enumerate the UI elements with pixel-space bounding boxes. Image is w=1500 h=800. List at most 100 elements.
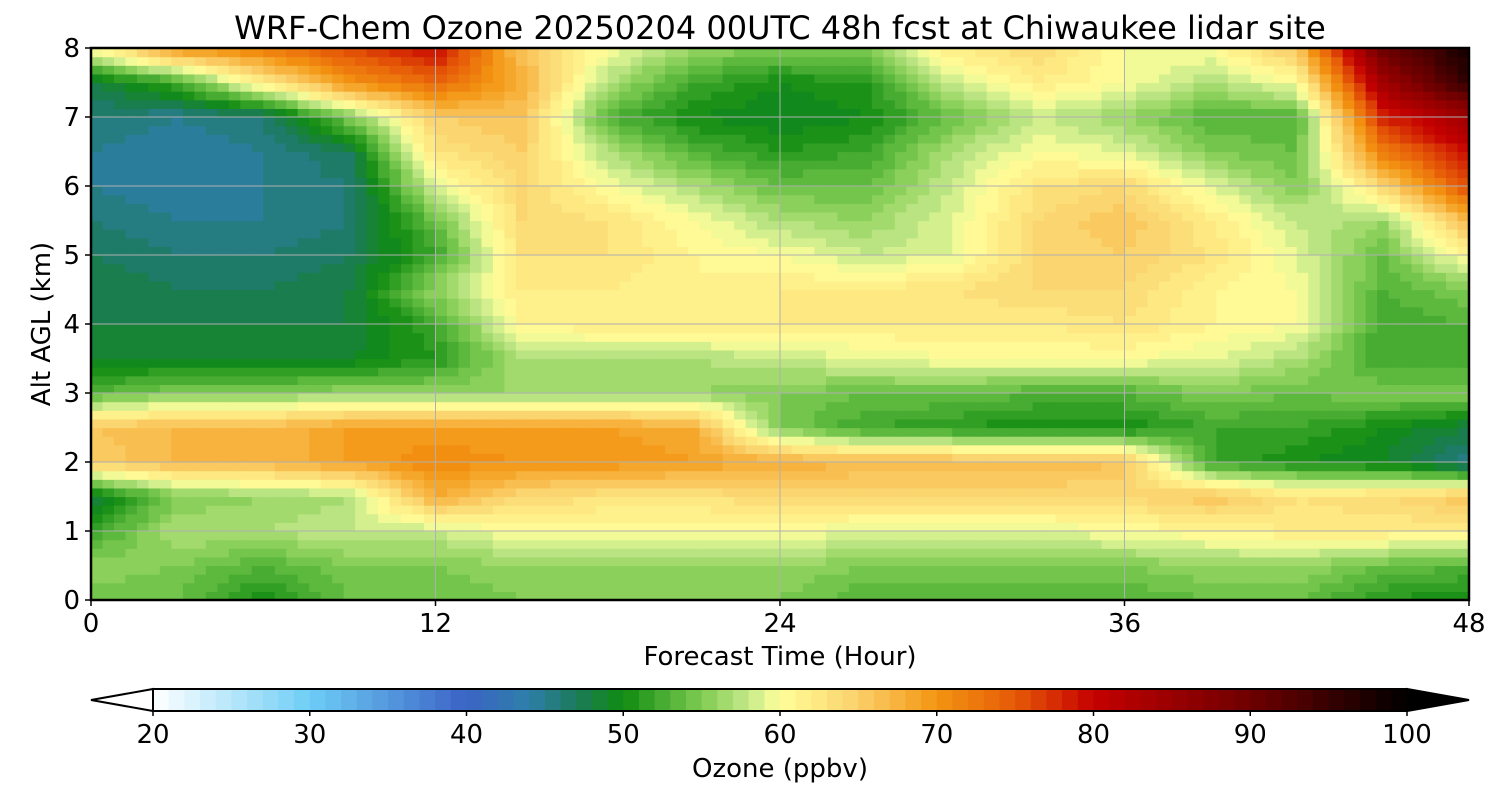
- contour-cell: [309, 341, 322, 351]
- contour-cell: [871, 384, 884, 394]
- contour-cell: [688, 556, 701, 567]
- contour-cell: [263, 177, 276, 187]
- contour-cell: [458, 444, 471, 454]
- contour-cell: [791, 99, 804, 109]
- contour-cell: [642, 298, 655, 308]
- contour-cell: [412, 108, 425, 118]
- contour-cell: [527, 565, 540, 575]
- contour-cell: [653, 255, 666, 265]
- contour-cell: [780, 427, 793, 437]
- contour-cell: [848, 393, 861, 403]
- contour-cell: [883, 73, 896, 84]
- contour-cell: [481, 427, 494, 437]
- contour-cell: [412, 125, 425, 135]
- contour-cell: [355, 142, 368, 153]
- contour-cell: [883, 160, 896, 170]
- contour-cell: [240, 531, 253, 541]
- contour-cell: [469, 263, 483, 273]
- contour-cell: [596, 82, 609, 92]
- contour-cell: [722, 341, 735, 351]
- contour-cell: [584, 255, 597, 265]
- contour-cell: [837, 444, 850, 454]
- contour-cell: [492, 151, 505, 161]
- contour-cell: [653, 142, 666, 153]
- contour-cell: [148, 341, 161, 351]
- contour-cell: [963, 341, 976, 351]
- contour-cell: [906, 582, 919, 592]
- contour-cell: [676, 496, 689, 506]
- contour-cell: [194, 194, 207, 204]
- contour-cell: [906, 548, 919, 558]
- contour-cell: [159, 203, 172, 213]
- contour-cell: [825, 151, 839, 161]
- contour-cell: [791, 306, 804, 316]
- contour-cell: [446, 229, 460, 239]
- contour-cell: [401, 427, 414, 437]
- contour-cell: [745, 539, 758, 549]
- contour-cell: [182, 393, 195, 403]
- contour-cell: [355, 375, 368, 385]
- contour-cell: [355, 349, 368, 360]
- contour-cell: [263, 341, 276, 351]
- contour-cell: [458, 99, 471, 109]
- contour-cell: [435, 556, 448, 567]
- contour-cell: [435, 418, 448, 429]
- contour-cell: [699, 375, 712, 385]
- contour-cell: [446, 237, 460, 247]
- contour-cell: [458, 168, 471, 178]
- contour-cell: [332, 306, 345, 316]
- contour-cell: [435, 211, 448, 222]
- contour-cell: [837, 401, 850, 411]
- contour-cell: [653, 341, 666, 351]
- contour-cell: [894, 462, 907, 472]
- contour-cell: [768, 211, 781, 222]
- contour-cell: [136, 237, 150, 247]
- contour-cell: [791, 401, 804, 411]
- contour-cell: [113, 142, 127, 153]
- contour-cell: [883, 367, 896, 377]
- contour-cell: [113, 565, 127, 575]
- contour-cell: [607, 384, 620, 394]
- contour-cell: [825, 220, 839, 230]
- contour-cell: [688, 56, 701, 66]
- contour-cell: [768, 73, 781, 84]
- contour-cell: [389, 168, 402, 178]
- contour-cell: [711, 591, 724, 601]
- contour-cell: [676, 436, 689, 446]
- contour-cell: [125, 505, 138, 515]
- contour-cell: [653, 237, 666, 247]
- contour-cell: [309, 505, 322, 515]
- contour-cell: [607, 186, 620, 196]
- contour-cell: [791, 531, 804, 541]
- contour-cell: [481, 65, 494, 75]
- contour-cell: [343, 203, 356, 213]
- contour-cell: [917, 341, 930, 351]
- contour-cell: [596, 496, 609, 506]
- contour-cell: [274, 56, 287, 66]
- contour-cell: [240, 289, 253, 299]
- contour-cell: [860, 393, 873, 403]
- contour-cell: [458, 194, 471, 204]
- contour-cell: [159, 229, 172, 239]
- contour-cell: [401, 117, 414, 127]
- contour-cell: [929, 91, 942, 101]
- contour-cell: [527, 203, 540, 213]
- contour-cell: [309, 453, 322, 463]
- contour-cell: [860, 324, 873, 334]
- contour-cell: [802, 220, 816, 230]
- contour-cell: [665, 56, 678, 66]
- contour-cell: [91, 591, 104, 601]
- contour-cell: [642, 358, 655, 368]
- contour-cell: [309, 349, 322, 360]
- contour-cell: [630, 418, 643, 429]
- contour-cell: [952, 48, 965, 58]
- contour-cell: [309, 513, 322, 523]
- contour-cell: [883, 298, 896, 308]
- contour-cell: [148, 73, 161, 84]
- contour-cell: [975, 462, 988, 472]
- contour-cell: [676, 99, 689, 109]
- contour-cell: [343, 298, 356, 308]
- contour-cell: [263, 117, 276, 127]
- contour-cell: [102, 513, 115, 523]
- contour-cell: [894, 194, 907, 204]
